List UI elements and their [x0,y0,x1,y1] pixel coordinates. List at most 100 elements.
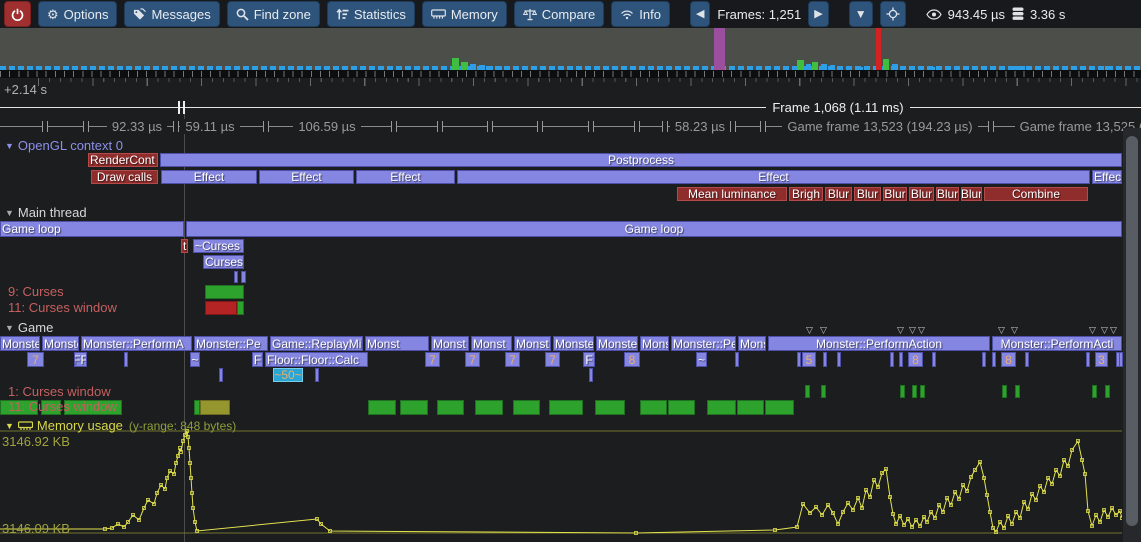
scrollbar-thumb[interactable] [1126,136,1138,526]
zone[interactable] [823,352,827,367]
zone[interactable]: ~Curses [193,239,244,253]
zone[interactable]: Mean luminance [677,187,787,201]
zone[interactable]: Monster::PerformActi [992,336,1122,351]
frame-bar[interactable] [806,64,811,70]
zone[interactable]: Blur [883,187,907,201]
lock-bar[interactable] [920,385,925,398]
options-button[interactable]: ⚙ Options [38,1,118,27]
zone[interactable]: Game::ReplayMissed [270,336,363,351]
zone[interactable]: Monster::Pe [194,336,268,351]
zone[interactable]: Monster::PerformA [81,336,192,351]
lock-bar[interactable] [237,301,244,315]
lock-bar[interactable] [513,400,540,415]
zone[interactable] [992,352,996,367]
zone[interactable] [837,352,841,367]
frame-bar[interactable] [1012,66,1017,70]
zone[interactable]: Blur [936,187,959,201]
zone[interactable]: Monst [365,336,429,351]
zone[interactable]: Effect [457,170,1090,184]
frame-bar[interactable] [797,60,804,70]
message-marker[interactable]: ▽ [820,325,827,335]
zone[interactable]: Mons [640,336,669,351]
zone[interactable]: F [252,352,263,367]
lock-bar[interactable] [205,301,237,315]
frame-bar[interactable] [1020,66,1025,70]
lock-bar[interactable] [1002,385,1007,398]
lock-bar[interactable] [205,285,244,299]
zone[interactable]: FF [74,352,87,367]
message-marker[interactable]: ▽ [918,325,925,335]
lock-bar[interactable] [400,400,428,415]
zone[interactable]: Blur [854,187,881,201]
zone[interactable] [932,352,936,367]
frame-bar[interactable] [883,59,889,70]
frame-interval-label[interactable]: 58.23 µs [500,119,900,134]
zone[interactable]: 7 [545,352,560,367]
zone[interactable]: 8 [624,352,640,367]
frame-bar[interactable] [479,65,485,70]
zone[interactable]: ti [181,239,188,253]
zone[interactable]: Mons [738,336,766,351]
zone[interactable]: 8 [1001,352,1016,367]
next-frame-button[interactable]: ▶ [808,1,829,27]
frame-interval-label[interactable]: 92.33 µs [0,119,337,134]
zone[interactable]: Combine [984,187,1088,201]
zone[interactable]: Floor::Floor::Calc [265,352,368,367]
message-marker[interactable]: ▽ [1101,325,1108,335]
frame-bar[interactable] [461,62,468,70]
zone[interactable]: Monste [553,336,594,351]
frame-bar[interactable] [858,67,863,70]
find-zone-button[interactable]: Find zone [226,1,320,27]
section-header-game[interactable]: ▼ Game [5,320,54,335]
lock-bar[interactable] [640,400,667,415]
zone[interactable] [1086,352,1090,367]
lock-bar[interactable] [900,385,905,398]
zone[interactable]: 3 [1095,352,1108,367]
frame-bar[interactable] [838,66,843,70]
lock-bar[interactable] [0,400,38,415]
zone[interactable]: Effect [356,170,455,184]
zone[interactable]: Monste [596,336,638,351]
lock-bar[interactable] [437,400,464,415]
info-button[interactable]: Info [611,1,670,27]
zone[interactable]: F [583,352,595,367]
zone[interactable] [890,352,894,367]
lock-bar[interactable] [737,400,764,415]
lock-bar[interactable] [821,385,826,398]
frame-bar[interactable] [452,58,459,70]
zone[interactable]: Postprocess [160,153,1122,167]
frame-bar[interactable] [1105,66,1110,70]
zone[interactable]: 7 [425,352,440,367]
zone[interactable] [124,352,128,367]
section-header-main-thread[interactable]: ▼ Main thread [5,205,87,220]
memory-usage-graph[interactable] [0,418,1124,542]
zone[interactable] [982,352,986,367]
frame-bar[interactable] [497,66,502,70]
compare-button[interactable]: Compare [513,1,605,27]
message-marker[interactable]: ▽ [909,325,916,335]
frame-bar[interactable] [830,65,835,70]
zone[interactable]: Effect [259,170,354,184]
message-marker[interactable]: ▽ [1011,325,1018,335]
memory-button[interactable]: Memory [421,1,507,27]
zone[interactable]: Blur [825,187,852,201]
zone[interactable] [234,271,238,283]
zone[interactable] [1119,352,1123,367]
zone[interactable]: ~50~ [273,368,303,382]
frame-bar[interactable] [892,64,898,70]
zone[interactable]: Monste [0,336,40,351]
lock-bar[interactable] [765,400,794,415]
frame-bar[interactable] [488,66,493,70]
lock-bar[interactable] [200,400,230,415]
zone[interactable] [589,368,593,382]
prev-frame-button[interactable]: ◀ [689,1,711,27]
frame-interval-label[interactable]: Game frame 13,525 (1 [885,119,1141,134]
message-marker[interactable]: ▽ [1089,325,1096,335]
zone[interactable]: Game loop [0,221,184,237]
section-header-memory[interactable]: ▼ Memory usage (y-range: 848 bytes) [5,418,237,433]
current-frame-label[interactable]: Frame 1,068 (1.11 ms) [638,100,1038,115]
zone[interactable]: Monst [471,336,512,351]
zone[interactable] [219,368,223,382]
zone[interactable]: ~ [190,352,200,367]
zone[interactable]: Monste [42,336,79,351]
